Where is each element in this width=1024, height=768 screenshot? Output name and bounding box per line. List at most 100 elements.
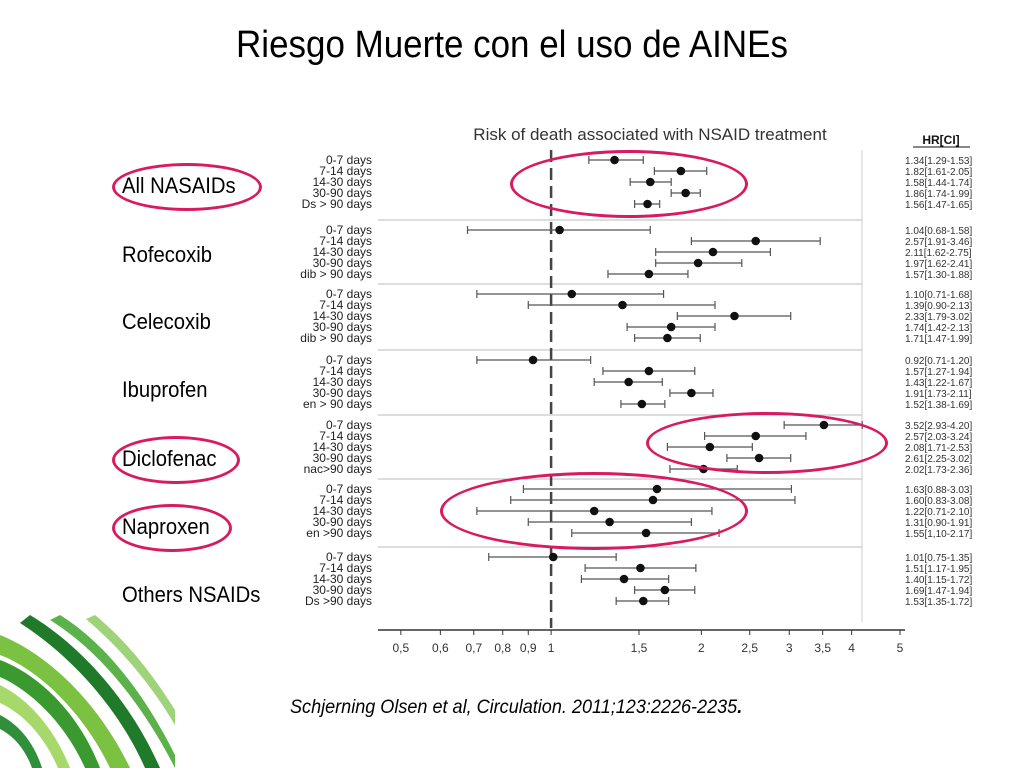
hr-ci-value: 2.57[1.91-3.46] — [905, 237, 972, 248]
hr-ci-value: 2.08[1.71-2.53] — [905, 443, 972, 454]
row-label: 30-90 days — [313, 583, 372, 597]
drug-label: Others NSAIDs — [122, 582, 261, 607]
row-label: en > 90 days — [303, 397, 372, 411]
row-label: 30-90 days — [313, 451, 372, 465]
hr-ci-value: 2.02[1.73-2.36] — [905, 465, 972, 476]
hr-ci-value: 2.11[1.62-2.75] — [905, 248, 972, 259]
hr-ci-value: 1.58[1.44-1.74] — [905, 178, 972, 189]
hr-ci-value: 1.57[1.30-1.88] — [905, 270, 972, 281]
row-label: 7-14 days — [319, 364, 372, 378]
row-label: 0-7 days — [326, 153, 372, 167]
x-tick-label: 2 — [698, 641, 705, 655]
hr-point — [638, 596, 648, 606]
hr-ci-value: 1.51[1.17-1.95] — [905, 564, 972, 575]
citation-period: . — [737, 697, 743, 718]
row-label: 7-14 days — [319, 493, 372, 507]
row-label: en >90 days — [306, 526, 372, 540]
hr-ci-value: 1.57[1.27-1.94] — [905, 367, 972, 378]
row-label: 7-14 days — [319, 164, 372, 178]
row-label: 14-30 days — [313, 309, 372, 323]
x-tick-label: 0,9 — [520, 641, 537, 655]
row-label: 14-30 days — [313, 375, 372, 389]
row-label: 0-7 days — [326, 418, 372, 432]
row-label: dib > 90 days — [300, 267, 372, 281]
hr-ci-header: HR[CI] — [922, 133, 959, 147]
forest-plot: Risk of death associated with NSAID trea… — [300, 125, 972, 655]
hr-ci-value: 1.97[1.62-2.41] — [905, 259, 972, 270]
x-tick-label: 1,5 — [631, 641, 648, 655]
row-label: 0-7 days — [326, 353, 372, 367]
hr-ci-value: 1.40[1.15-1.72] — [905, 575, 972, 586]
hr-ci-value: 0.92[0.71-1.20] — [905, 356, 972, 367]
hr-ci-value: 1.31[0.90-1.91] — [905, 518, 972, 529]
row-label: 7-14 days — [319, 561, 372, 575]
hr-point — [637, 399, 647, 409]
highlight-ring-diclofenac-estimates — [646, 412, 888, 474]
hr-ci-value: 1.43[1.22-1.67] — [905, 378, 972, 389]
decorative-swoosh-art — [0, 615, 175, 768]
hr-point — [663, 333, 672, 343]
hr-point — [636, 563, 645, 573]
hr-ci-value: 3.52[2.93-4.20] — [905, 421, 972, 432]
x-tick-label: 0,6 — [432, 641, 449, 655]
drug-label: Celecoxib — [122, 309, 211, 334]
hr-ci-value: 1.56[1.47-1.65] — [905, 200, 972, 211]
x-tick-label: 0,7 — [465, 641, 482, 655]
row-label: 14-30 days — [313, 572, 372, 586]
x-tick-label: 1 — [548, 641, 555, 655]
slide-title: Riesgo Muerte con el uso de AINEs — [236, 24, 788, 66]
row-label: 7-14 days — [319, 429, 372, 443]
hr-ci-value: 1.69[1.47-1.94] — [905, 586, 972, 597]
row-label: dib > 90 days — [300, 331, 372, 345]
hr-ci-value: 2.61[2.25-3.02] — [905, 454, 972, 465]
hr-point — [567, 289, 577, 299]
drug-label: Rofecoxib — [122, 242, 213, 267]
row-label: 30-90 days — [313, 386, 372, 400]
hr-point — [693, 258, 703, 268]
hr-ci-value: 2.33[1.79-3.02] — [905, 312, 972, 323]
hr-ci-value: 1.71[1.47-1.99] — [905, 334, 972, 345]
drug-label-highlight-ring — [112, 504, 232, 552]
hr-ci-value: 1.34[1.29-1.53] — [905, 156, 972, 167]
x-tick-label: 4 — [848, 641, 855, 655]
row-label: 14-30 days — [313, 245, 372, 259]
chart-title: Risk of death associated with NSAID trea… — [473, 125, 827, 144]
hr-point — [751, 236, 761, 246]
x-tick-label: 2,5 — [741, 641, 758, 655]
hr-ci-value: 1.04[0.68-1.58] — [905, 226, 972, 237]
row-label: 7-14 days — [319, 234, 372, 248]
x-tick-label: 0,8 — [494, 641, 511, 655]
row-label: 0-7 days — [326, 287, 372, 301]
hr-point — [644, 269, 654, 279]
hr-ci-value: 1.82[1.61-2.05] — [905, 167, 972, 178]
hr-point — [660, 585, 670, 595]
hr-ci-value: 1.86[1.74-1.99] — [905, 189, 972, 200]
row-label: 30-90 days — [313, 515, 372, 529]
hr-ci-value: 1.01[0.75-1.35] — [905, 553, 972, 564]
hr-ci-value: 1.91[1.73-2.11] — [905, 389, 972, 400]
hr-point — [618, 300, 627, 310]
hr-point — [666, 322, 676, 332]
row-label: 30-90 days — [313, 186, 372, 200]
row-label: 30-90 days — [313, 256, 372, 270]
row-label: 0-7 days — [326, 223, 372, 237]
hr-ci-value: 1.63[0.88-3.03] — [905, 485, 972, 496]
row-label: 0-7 days — [326, 550, 372, 564]
x-tick-label: 5 — [897, 641, 904, 655]
row-label: 14-30 days — [313, 440, 372, 454]
drug-label-highlight-ring — [112, 163, 262, 211]
row-label: 0-7 days — [326, 482, 372, 496]
row-label: 14-30 days — [313, 504, 372, 518]
x-tick-label: 3 — [786, 641, 793, 655]
highlight-ring-all-nsaids-estimates — [510, 150, 748, 218]
citation-text: Schjerning Olsen et al, Circulation. 201… — [290, 697, 738, 718]
x-tick-label: 0,5 — [392, 641, 409, 655]
hr-point — [548, 552, 558, 562]
highlight-ring-naproxen-estimates — [440, 472, 748, 550]
row-label: 30-90 days — [313, 320, 372, 334]
hr-ci-value: 1.74[1.42-2.13] — [905, 323, 972, 334]
hr-point — [619, 574, 629, 584]
x-tick-label: 3,5 — [814, 641, 831, 655]
row-label: nac>90 days — [304, 462, 372, 476]
